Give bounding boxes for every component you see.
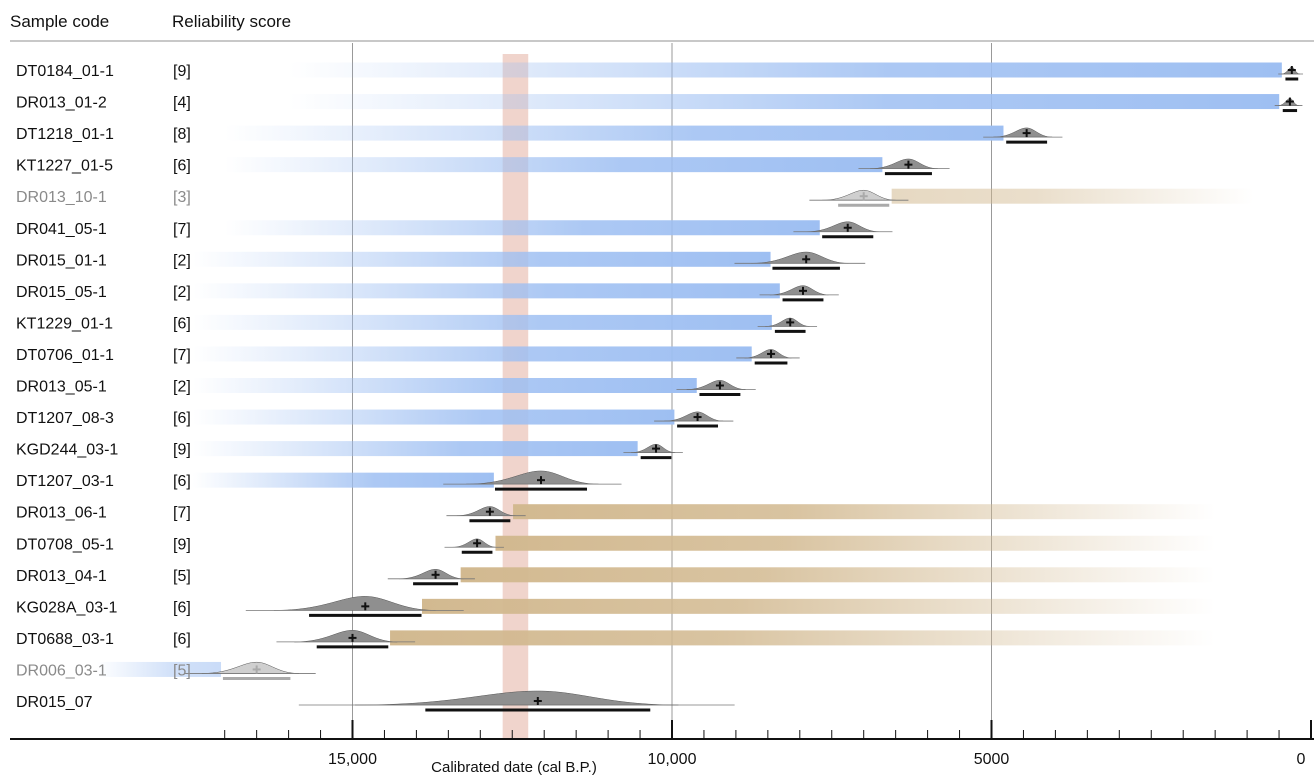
x-axis-title: Calibrated date (cal B.P.) xyxy=(431,759,597,776)
range-bar xyxy=(891,188,1254,204)
sample-code-label: DT1207_08-3 xyxy=(16,410,114,427)
sample-code-label: KT1227_01-5 xyxy=(16,158,113,175)
reliability-score-label: [7] xyxy=(173,221,191,238)
range-bar xyxy=(192,409,675,425)
range-bar xyxy=(192,251,771,267)
range-bar xyxy=(224,220,820,236)
sample-code-label: DT1218_01-1 xyxy=(16,126,114,143)
range-bar xyxy=(288,94,1280,110)
probability-distribution xyxy=(751,251,849,264)
probability-distribution xyxy=(399,569,464,580)
x-tick-label: 10,000 xyxy=(648,751,697,768)
range-bar xyxy=(192,378,697,393)
reliability-score-label: [6] xyxy=(173,410,191,427)
probability-distribution xyxy=(294,630,398,643)
range-bar xyxy=(421,598,1216,614)
reliability-score-label: [4] xyxy=(173,95,191,112)
probability-distribution xyxy=(273,596,436,611)
probability-distribution xyxy=(822,189,896,201)
range-bar xyxy=(224,157,883,173)
reliability-score-label: [6] xyxy=(173,631,191,648)
reliability-score-label: [7] xyxy=(173,505,191,522)
sample-code-label: DT0708_05-1 xyxy=(16,536,114,553)
reliability-score-label: [6] xyxy=(173,599,191,616)
range-bar xyxy=(192,283,780,299)
sample-code-label: DT1207_03-1 xyxy=(16,473,114,490)
range-bar xyxy=(390,630,1216,646)
sample-code-label: DR013_06-1 xyxy=(16,505,107,522)
probability-distribution xyxy=(806,221,880,232)
sample-code-label: DT0706_01-1 xyxy=(16,347,114,364)
sample-code-label: DR006_03-1 xyxy=(16,662,107,679)
header-reliability-score: Reliability score xyxy=(172,12,291,31)
range-bar xyxy=(495,535,1216,551)
x-tick-label: 0 xyxy=(1297,751,1306,768)
reliability-score-label: [8] xyxy=(173,126,191,143)
range-bar xyxy=(288,62,1282,78)
probability-distribution xyxy=(466,470,599,485)
sample-code-label: DR015_01-1 xyxy=(16,252,107,269)
range-bar xyxy=(96,661,222,677)
sample-code-label: DT0184_01-1 xyxy=(16,63,114,80)
range-bar xyxy=(192,314,772,330)
header-sample-code: Sample code xyxy=(10,12,109,31)
sample-code-label: DR013_05-1 xyxy=(16,379,107,396)
reliability-score-label: [2] xyxy=(173,379,191,396)
reliability-score-label: [5] xyxy=(173,662,191,679)
reliability-score-label: [2] xyxy=(173,284,191,301)
sample-code-label: KT1229_01-1 xyxy=(16,315,113,332)
range-bar xyxy=(224,125,1004,141)
reliability-score-label: [7] xyxy=(173,347,191,364)
sample-code-label: DR015_05-1 xyxy=(16,284,107,301)
sample-code-label: KGD244_03-1 xyxy=(16,442,118,459)
sample-code-label: DR013_04-1 xyxy=(16,568,107,585)
reliability-score-label: [3] xyxy=(173,189,191,206)
sample-code-label: DT0688_03-1 xyxy=(16,631,114,648)
reliability-score-label: [2] xyxy=(173,252,191,269)
probability-distribution xyxy=(870,158,938,169)
range-bar xyxy=(192,441,638,457)
reliability-score-label: [9] xyxy=(173,536,191,553)
probability-distribution xyxy=(355,690,679,706)
reliability-score-label: [9] xyxy=(173,63,191,80)
sample-code-label: DR015_07 xyxy=(16,694,93,711)
range-bar xyxy=(513,504,1216,520)
range-bar xyxy=(192,472,494,488)
sample-code-label: KG028A_03-1 xyxy=(16,599,118,616)
reliability-score-label: [9] xyxy=(173,442,191,459)
x-tick-label: 15,000 xyxy=(328,751,377,768)
x-tick-label: 5000 xyxy=(974,751,1010,768)
range-bar xyxy=(460,567,1216,583)
probability-distribution xyxy=(201,661,299,674)
reliability-score-label: [5] xyxy=(173,568,191,585)
reliability-score-label: [6] xyxy=(173,473,191,490)
reliability-score-label: [6] xyxy=(173,315,191,332)
sample-code-label: DR013_10-1 xyxy=(16,189,107,206)
reliability-score-label: [6] xyxy=(173,158,191,175)
range-bar xyxy=(192,346,752,362)
sample-code-label: DR041_05-1 xyxy=(16,221,107,238)
sample-code-label: DR013_01-2 xyxy=(16,95,107,112)
